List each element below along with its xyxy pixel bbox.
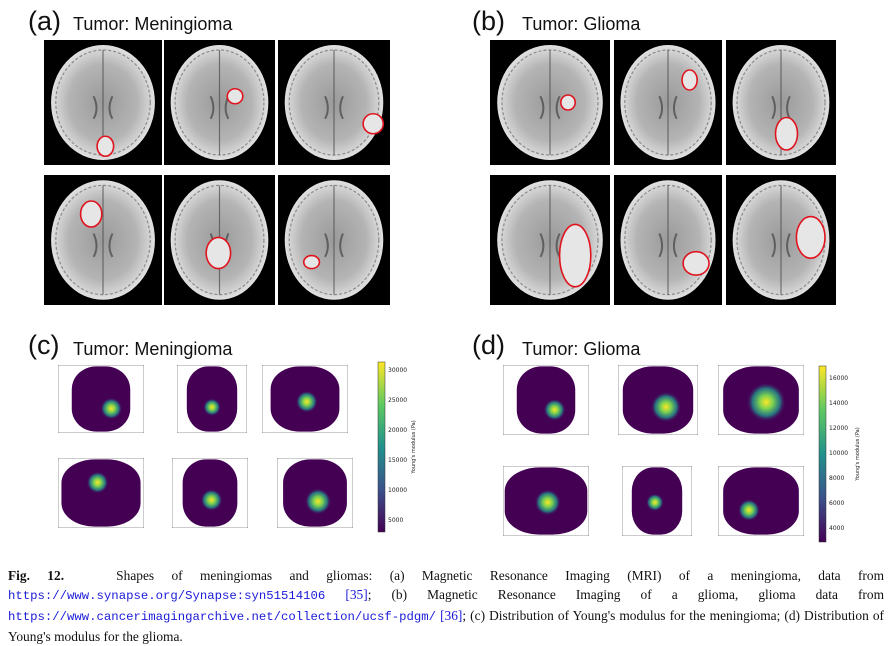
mri-slice-10	[490, 175, 610, 305]
colorbar-tick-label: 10000	[829, 450, 848, 457]
caption-text-2: ; (b) Magnetic Resonance Imaging of a gl…	[367, 587, 884, 602]
modulus-map-2: 0.40.20.0−0.2−0.4−0.50−0.250.000.250.50	[177, 365, 247, 433]
colorbar-tick-label: 25000	[388, 397, 407, 404]
modulus-map-8: 0.40.20.0−0.2−0.4−0.4−0.20.00.20.4	[618, 365, 698, 435]
mri-slice-9	[726, 40, 836, 165]
colorbar-d-gradient	[818, 365, 827, 543]
panel-c-label: (c)	[28, 330, 60, 360]
figure-label: Fig. 12.	[8, 568, 65, 583]
mri-slice-6	[278, 175, 390, 305]
tumor-outline	[226, 87, 244, 105]
modulus-map-5: 0.40.20.0−0.2−0.4−0.50.00.5	[172, 458, 248, 528]
panel-a-title: Tumor: Meningioma	[73, 14, 233, 34]
colorbar-tick-label: 4000	[829, 525, 844, 532]
colorbar-c: 30000 25000 20000 15000 10000 5000 Young's mo…	[377, 361, 417, 533]
mri-slice-7	[490, 40, 610, 165]
tumor-outline	[558, 223, 592, 288]
mri-slice-1	[44, 40, 162, 165]
colorbar-tick-label: 6000	[829, 500, 844, 507]
colorbar-tick-label: 5000	[388, 517, 403, 524]
colorbar-tick-label: 15000	[388, 457, 407, 464]
tumor-outline	[205, 236, 232, 270]
mri-slice-11	[614, 175, 722, 305]
modulus-map-7: 0.40.20.0−0.2−0.4−0.50−0.250.000.250.50	[503, 365, 589, 435]
mri-slice-4	[44, 175, 162, 305]
colorbar-tick-label: 20000	[388, 427, 407, 434]
mri-slice-5	[164, 175, 275, 305]
modulus-map-9: 0.40.20.0−0.2−0.4−0.50−0.250.000.250.50	[718, 365, 804, 435]
colorbar-tick-label: 8000	[829, 475, 844, 482]
colorbar-c-ticks: 30000 25000 20000 15000 10000 5000	[388, 367, 407, 524]
tumor-outline	[362, 112, 385, 135]
colorbar-tick-label: 12000	[829, 425, 848, 432]
figure-caption: Fig. 12. Shapes of meningiomas and gliom…	[8, 566, 884, 646]
colorbar-d-ticks: 16000 14000 12000 10000 8000 6000 4000	[829, 375, 848, 532]
modulus-map-1: 0.40.20.0−0.2−0.4−0.50−0.250.000.250.50	[58, 365, 144, 433]
caption-link-tcia[interactable]: https://www.cancerimagingarchive.net/col…	[8, 610, 437, 624]
colorbar-d: 16000 14000 12000 10000 8000 6000 4000 Young's…	[818, 365, 861, 543]
panel-c-title: Tumor: Meningioma	[73, 339, 233, 359]
panel-b-label: (b)	[472, 6, 505, 36]
colorbar-c-gradient	[377, 361, 386, 533]
mri-slice-8	[614, 40, 722, 165]
tumor-outline	[681, 69, 698, 91]
panel-d-title: Tumor: Glioma	[522, 339, 641, 359]
panel-a-label: (a)	[28, 6, 61, 36]
tumor-outline	[560, 94, 577, 111]
panel-b-title: Tumor: Glioma	[522, 14, 641, 34]
modulus-map-3: 0.40.20.0−0.2−0.4−0.50−0.250.000.250.50	[262, 365, 348, 433]
tumor-outline	[302, 254, 321, 270]
modulus-map-6: 0.40.20.0−0.2−0.4−0.4−0.20.00.20.4	[277, 458, 353, 528]
caption-ref-36[interactable]: [36]	[440, 608, 463, 623]
tumor-outline	[96, 135, 115, 158]
modulus-map-11: 0.40.20.0−0.2−0.4−0.50−0.250.000.250.50	[622, 466, 692, 536]
caption-text-3: ; (c) Distribution of Young's modulus fo…	[8, 608, 884, 644]
caption-link-synapse[interactable]: https://www.synapse.org/Synapse:syn51514…	[8, 589, 326, 603]
colorbar-tick-label: 30000	[388, 367, 407, 374]
colorbar-tick-label: 16000	[829, 375, 848, 382]
colorbar-c-label: Young's modulus (Pa)	[411, 420, 417, 474]
colorbar-tick-label: 10000	[388, 487, 407, 494]
modulus-map-4: 0.40.20.0−0.2−0.4−0.4−0.20.00.20.4	[58, 458, 144, 528]
tumor-outline	[682, 250, 710, 276]
modulus-map-10: 0.40.20.0−0.2−0.4−0.4−0.20.00.20.4	[503, 466, 589, 536]
panel-d-label: (d)	[472, 330, 505, 360]
mri-slice-2	[164, 40, 275, 165]
tumor-outline	[79, 200, 103, 228]
modulus-map-12: 0.40.20.0−0.2−0.4−0.4−0.20.00.20.4	[718, 466, 804, 536]
caption-text-1: Shapes of meningiomas and gliomas: (a) M…	[116, 568, 885, 583]
tumor-outline	[774, 116, 799, 151]
mri-slice-12	[726, 175, 836, 305]
tumor-outline	[795, 215, 826, 260]
colorbar-d-label: Young's modulus (Pa)	[855, 427, 861, 481]
caption-ref-35[interactable]: [35]	[345, 587, 368, 602]
colorbar-tick-label: 14000	[829, 400, 848, 407]
mri-slice-3	[278, 40, 390, 165]
